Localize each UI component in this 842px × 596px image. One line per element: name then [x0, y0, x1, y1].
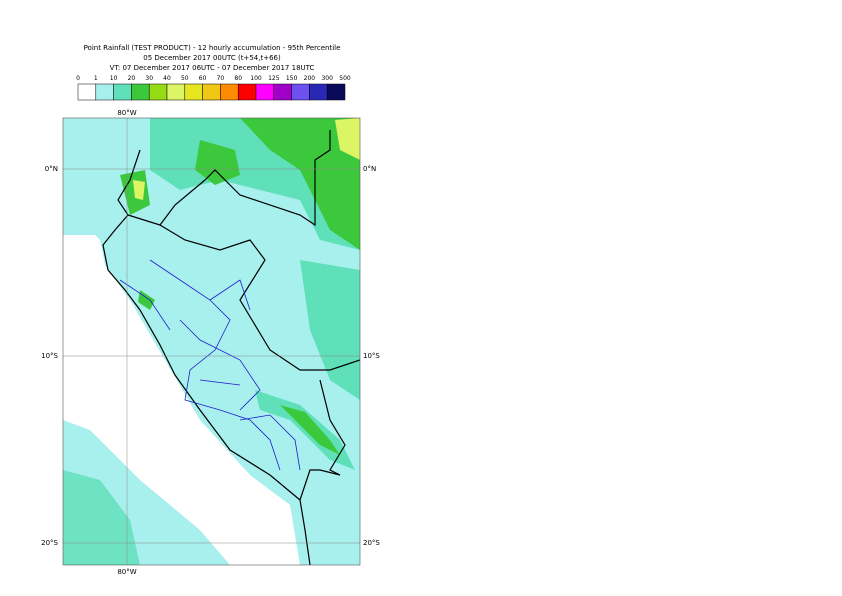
valid-time: VT: 07 December 2017 06UTC - 07 December… [110, 64, 315, 72]
lat-label: 10°S [41, 352, 58, 360]
lat-label: 20°S [41, 539, 58, 547]
legend-swatch [273, 83, 292, 101]
legend-swatch [131, 83, 150, 101]
legend-label: 30 [145, 75, 153, 82]
legend-label: 1 [94, 75, 98, 82]
legend-swatch [77, 83, 97, 101]
base-time: 05 December 2017 00UTC (t+54,t+66) [143, 54, 281, 62]
legend-label: 0 [76, 75, 80, 82]
legend-swatch [148, 83, 168, 101]
legend-label: 70 [217, 75, 225, 82]
legend-label: 125 [268, 75, 280, 82]
title: Point Rainfall (TEST PRODUCT) - 12 hourl… [84, 44, 341, 52]
legend-swatch [202, 83, 221, 101]
legend-swatch [220, 83, 239, 101]
legend-label: 10 [110, 75, 118, 82]
legend-label: 60 [199, 75, 207, 82]
lat-label: 10°S [363, 352, 380, 360]
legend-swatch [166, 83, 186, 101]
legend-swatch [255, 83, 275, 101]
map-frame [62, 117, 361, 566]
legend: 0 1 10 20 30 40 50 60 70 80 100 125 150 200 300 500 [76, 75, 351, 101]
legend-label: 20 [128, 75, 136, 82]
lon-label: 80°W [117, 568, 136, 576]
legend-swatch [237, 83, 257, 101]
legend-label: 150 [286, 75, 298, 82]
lon-label: 80°W [117, 109, 136, 117]
legend-swatch [184, 83, 203, 101]
legend-label: 40 [163, 75, 171, 82]
legend-label: 500 [339, 75, 351, 82]
legend-swatch [309, 83, 328, 101]
map [63, 118, 360, 565]
lat-label: 20°S [363, 539, 380, 547]
lat-label: 0°N [45, 165, 58, 173]
grid-labels: 0°N 0°N 10°S 10°S 20°S 20°S 80°W 80°W [41, 109, 380, 576]
legend-label: 100 [250, 75, 262, 82]
legend-label: 80 [234, 75, 242, 82]
legend-swatch [95, 83, 114, 101]
legend-label: 300 [321, 75, 333, 82]
legend-swatch [113, 83, 132, 101]
legend-swatch [326, 83, 346, 101]
legend-label: 50 [181, 75, 189, 82]
legend-swatch [291, 83, 310, 101]
lat-label: 0°N [363, 165, 376, 173]
legend-label: 200 [304, 75, 316, 82]
